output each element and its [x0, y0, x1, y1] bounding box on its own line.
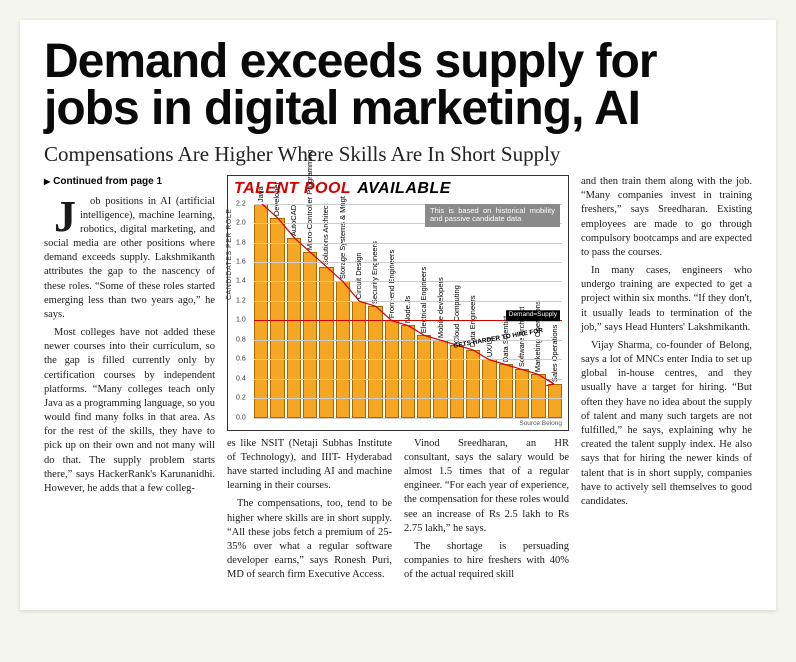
ytick: 1.8 [236, 238, 246, 247]
columns-2-3: TALENT POOL AVAILABLE This is based on h… [227, 175, 569, 586]
gridline [254, 418, 562, 419]
bar [254, 204, 268, 418]
bar-item: AutoCAD [287, 204, 301, 418]
para-c4-3: Vijay Sharma, co-founder of Belong, says… [581, 339, 752, 509]
gridline [254, 359, 562, 360]
ytick: 1.6 [236, 257, 246, 266]
ytick: 0.6 [236, 355, 246, 364]
bar [515, 369, 529, 418]
para-c4-1: and then train them along with the job. … [581, 175, 752, 260]
bar [417, 335, 431, 418]
chart-body: This is based on historical mobility and… [228, 200, 568, 430]
article-columns: Continued from page 1 Job positions in A… [44, 175, 752, 586]
para-mid-3: Vinod Sreedharan, an HR consultant, says… [404, 437, 569, 536]
column-1: Continued from page 1 Job positions in A… [44, 175, 215, 586]
para-c4-2: In many cases, engineers who undergo tra… [581, 264, 752, 335]
ytick: 1.0 [236, 316, 246, 325]
bar-label: Micro-Controller Programming [305, 150, 315, 250]
bar [548, 384, 562, 418]
para-mid-2: The compensations, too, tend to be highe… [227, 497, 392, 582]
bar-label: Electrical Engineers [419, 267, 429, 333]
headline: Demand exceeds supply for jobs in digita… [44, 38, 752, 132]
para-c1-2: Most colleges have not added these newer… [44, 326, 215, 496]
talent-pool-chart: TALENT POOL AVAILABLE This is based on h… [227, 175, 569, 431]
demand-supply-line: Demand=Supply [254, 320, 562, 321]
dropcap: J [44, 195, 80, 234]
chart-note: This is based on historical mobility and… [425, 204, 560, 227]
bar-item: UX/UI [482, 204, 496, 418]
subheadline: Compensations Are Higher Where Skills Ar… [44, 142, 752, 167]
bar-label: AutoCAD [289, 204, 299, 235]
ytick: 1.4 [236, 277, 246, 286]
gridline [254, 243, 562, 244]
bar [287, 238, 301, 418]
bar [303, 252, 317, 417]
bar-item: Security Engineers [368, 204, 382, 418]
bar-item: Mobile developers [433, 204, 447, 418]
newspaper-clipping: Demand exceeds supply for jobs in digita… [20, 20, 776, 610]
bar [270, 218, 284, 417]
ytick: 0.2 [236, 393, 246, 402]
ytick: 0.0 [236, 413, 246, 422]
bar-label: Mobile developers [435, 277, 445, 338]
bar [368, 306, 382, 418]
bar-item: Solutions Architect [319, 204, 333, 418]
ytick: 2.0 [236, 218, 246, 227]
chart-plot: JavaDeveloper AutoCAD Micro-Controller Pro… [254, 204, 562, 418]
bar-item: Storage Systems & Mngt [336, 204, 350, 418]
bar [531, 374, 545, 418]
bar-item: Developer [270, 204, 284, 418]
bar-item: Node.Js [401, 204, 415, 418]
para-mid-4: The shortage is persuading companies to … [404, 540, 569, 583]
bar-label: Developer [272, 182, 282, 216]
para-c1-1: Job positions in AI (artificial intellig… [44, 195, 215, 323]
bar-label: Storage Systems & Mngt [338, 197, 348, 280]
ytick: 0.8 [236, 335, 246, 344]
chart-title-a: TALENT POOL [234, 178, 351, 200]
chart-source: Source:Belong [519, 420, 562, 429]
ytick: 0.4 [236, 374, 246, 383]
y-axis-label: CANDIDATES PER ROLE [225, 208, 234, 299]
bar-label: Sales Operations [550, 324, 560, 382]
bar-label: Java [256, 186, 266, 202]
ytick: 2.2 [236, 199, 246, 208]
gridline [254, 379, 562, 380]
bar-label: Front-end Engineers [387, 250, 397, 318]
bar-label: Security Engineers [370, 241, 380, 304]
continued-marker: Continued from page 1 [44, 175, 215, 189]
gridline [254, 301, 562, 302]
demand-label: Demand=Supply [506, 311, 560, 322]
gridline [254, 281, 562, 282]
bar-item: Circuit Design [352, 204, 366, 418]
gridline [254, 398, 562, 399]
bar [385, 320, 399, 417]
bar [450, 345, 464, 418]
bar [319, 267, 333, 418]
bar-label: Node.Js [403, 296, 413, 324]
bar-item: Electrical Engineers [417, 204, 431, 418]
bar-item: Front-end Engineers [385, 204, 399, 418]
gridline [254, 262, 562, 263]
chart-title-b: AVAILABLE [357, 178, 451, 200]
bar-label: Cloud Computing [452, 285, 462, 343]
ytick: 1.2 [236, 296, 246, 305]
bar-label: Circuit Design [354, 252, 364, 299]
bar [499, 364, 513, 418]
bar-item: Cloud Computing [450, 204, 464, 418]
bar-item: Data Engineers [466, 204, 480, 418]
column-4: and then train them along with the job. … [581, 175, 752, 586]
bar-item: Micro-Controller Programming [303, 204, 317, 418]
para-mid-1: es like NSIT (Netaji Subhas Institute of… [227, 437, 392, 494]
bar-label: Solutions Architect [321, 203, 331, 265]
bar [482, 359, 496, 417]
bar-item: Java [254, 204, 268, 418]
